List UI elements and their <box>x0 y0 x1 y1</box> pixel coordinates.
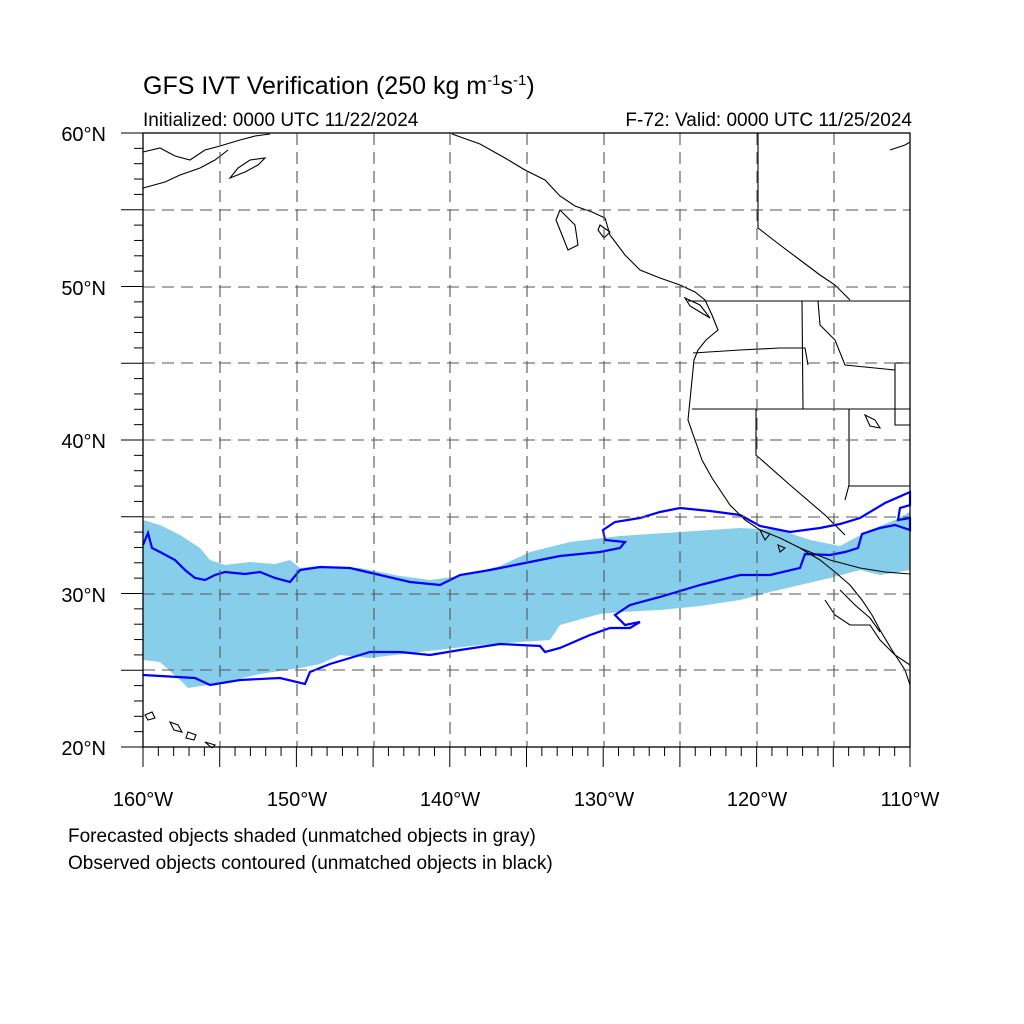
lon-label: 150°W <box>267 789 327 811</box>
lat-label: 50°N <box>61 278 106 300</box>
chart-title: GFS IVT Verification (250 kg m-1s-1) <box>143 72 535 100</box>
observed-note: Observed objects contoured (unmatched ob… <box>68 853 553 874</box>
lon-label: 130°W <box>574 789 634 811</box>
lat-label: 60°N <box>61 124 106 146</box>
latitude-labels: 60°N 50°N 40°N 30°N 20°N <box>61 124 106 760</box>
lon-label: 160°W <box>113 789 173 811</box>
axis-ticks <box>121 132 911 767</box>
lon-label: 120°W <box>727 789 787 811</box>
lon-label: 140°W <box>420 789 480 811</box>
initialized-label: Initialized: 0000 UTC 11/22/2024 <box>143 110 419 131</box>
coastlines <box>142 133 911 749</box>
lat-label: 40°N <box>61 431 106 453</box>
lat-label: 30°N <box>61 585 106 607</box>
lon-label: 110°W <box>881 789 940 811</box>
grid-lines <box>143 133 910 747</box>
valid-time-label: F-72: Valid: 0000 UTC 11/25/2024 <box>625 110 912 131</box>
longitude-labels: 160°W 150°W 140°W 130°W 120°W 110°W <box>113 789 940 811</box>
forecast-note: Forecasted objects shaded (unmatched obj… <box>68 826 536 847</box>
lat-label: 20°N <box>61 738 106 760</box>
